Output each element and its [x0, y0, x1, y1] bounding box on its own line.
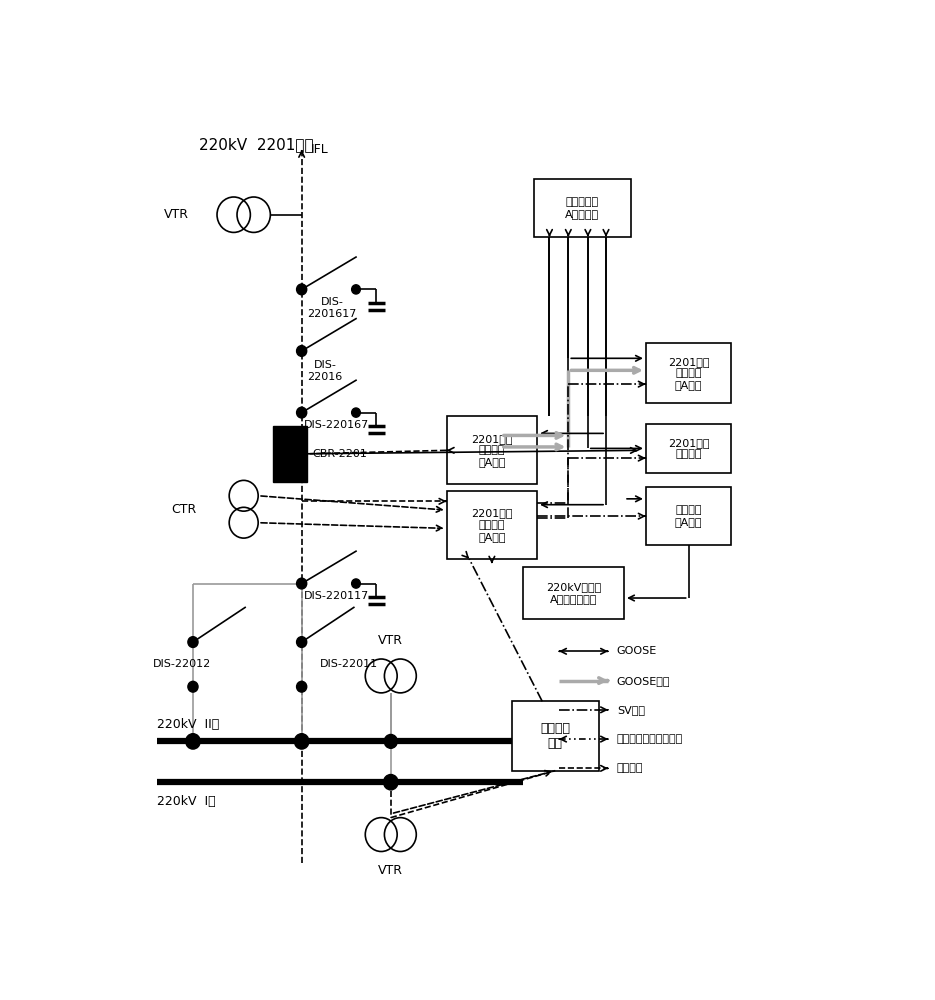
Circle shape: [188, 681, 198, 692]
Text: GOOSE: GOOSE: [617, 646, 657, 656]
Text: 交流采样: 交流采样: [617, 763, 643, 773]
Bar: [646, 487, 731, 545]
Text: DIS-
22016: DIS- 22016: [308, 360, 342, 382]
Text: DIS-220167: DIS-220167: [304, 420, 369, 430]
Text: SV采样: SV采样: [617, 705, 645, 715]
Text: 220kV过程层
A网中心交换机: 220kV过程层 A网中心交换机: [546, 582, 601, 604]
Bar: [646, 343, 731, 403]
Bar: [447, 491, 537, 559]
Text: DIS-
2201617: DIS- 2201617: [308, 297, 357, 319]
Bar: [447, 416, 537, 484]
Text: GOOSE跳闸: GOOSE跳闸: [617, 676, 670, 686]
Circle shape: [383, 774, 398, 790]
Circle shape: [295, 734, 309, 749]
Text: 2201间隔
智能终端
（A套）: 2201间隔 智能终端 （A套）: [471, 434, 512, 467]
Text: DIS-220117: DIS-220117: [304, 591, 369, 601]
Bar: [273, 426, 308, 482]
Text: CBR-2201: CBR-2201: [312, 449, 367, 459]
Text: 2201间隔
合并单元
（A套）: 2201间隔 合并单元 （A套）: [471, 508, 512, 542]
Circle shape: [296, 637, 307, 647]
Text: 2201间隔
线路测控: 2201间隔 线路测控: [668, 438, 710, 459]
Text: CTR: CTR: [171, 503, 196, 516]
Bar: [523, 567, 625, 619]
Bar: [646, 424, 731, 473]
Text: VTR: VTR: [379, 864, 403, 877]
Text: 220kV  I母: 220kV I母: [157, 795, 215, 808]
Text: DIS-22011: DIS-22011: [320, 659, 378, 669]
Bar: [511, 701, 598, 771]
Circle shape: [296, 284, 307, 295]
Bar: [534, 179, 631, 237]
Text: VTR: VTR: [379, 634, 403, 647]
Circle shape: [384, 734, 397, 748]
Circle shape: [352, 408, 360, 417]
Text: 母差保护
（A套）: 母差保护 （A套）: [675, 505, 702, 527]
Text: 线路过程层
A网交换机: 线路过程层 A网交换机: [566, 197, 599, 219]
Circle shape: [296, 681, 307, 692]
Text: VTR: VTR: [165, 208, 189, 221]
Text: 母线合并
单元: 母线合并 单元: [540, 722, 570, 750]
Text: 跳闸信号和断路器位置: 跳闸信号和断路器位置: [617, 734, 683, 744]
Circle shape: [296, 578, 307, 589]
Circle shape: [296, 346, 307, 356]
Text: IFL: IFL: [310, 143, 328, 156]
Text: DIS-22012: DIS-22012: [153, 659, 211, 669]
Circle shape: [188, 637, 198, 647]
Circle shape: [352, 285, 360, 294]
Text: 220kV  2201线路: 220kV 2201线路: [199, 137, 314, 152]
Circle shape: [296, 407, 307, 418]
Circle shape: [186, 734, 200, 749]
Circle shape: [352, 579, 360, 588]
Text: 2201间隔
线路保护
（A套）: 2201间隔 线路保护 （A套）: [668, 357, 710, 390]
Text: 220kV  II母: 220kV II母: [157, 718, 219, 731]
